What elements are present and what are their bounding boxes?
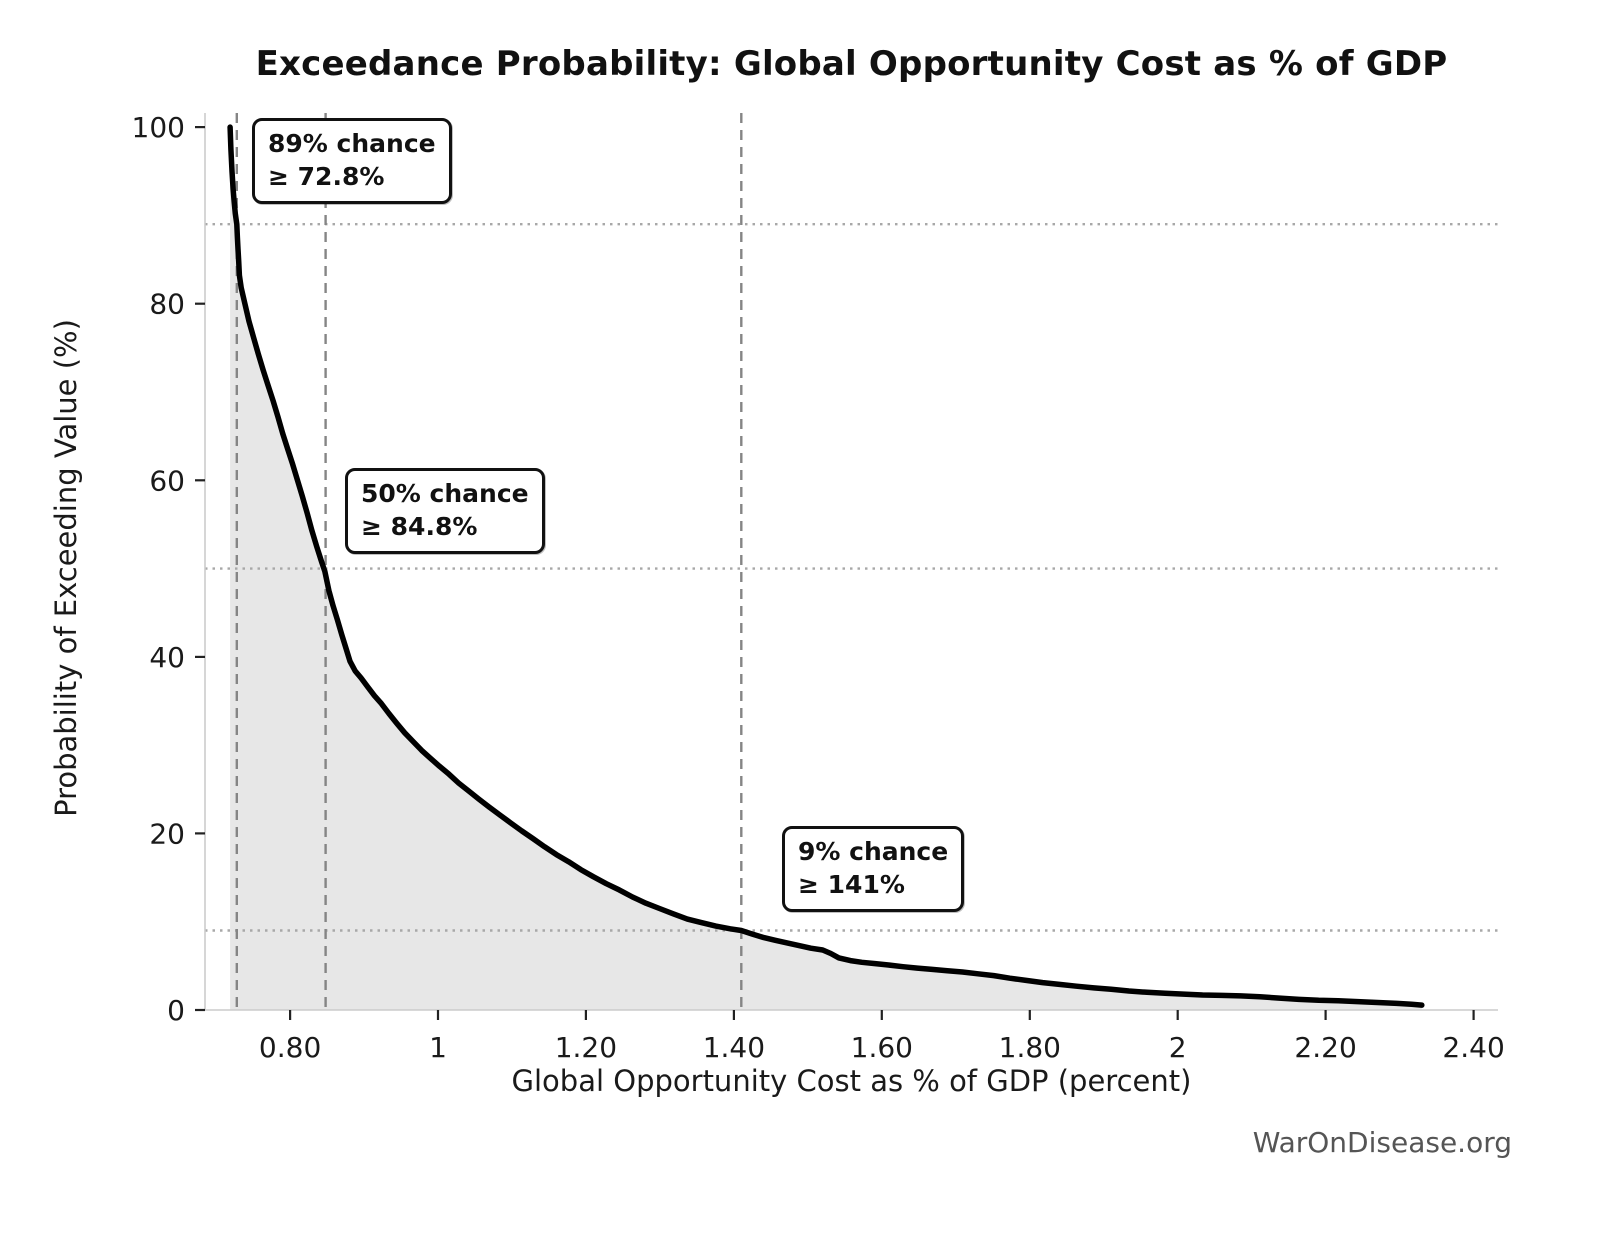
exceedance-curve (227, 124, 1425, 1008)
x-tick-label: 1.80 (999, 1031, 1061, 1064)
y-tick-label: 80 (149, 288, 185, 321)
x-tick-label: 2.40 (1442, 1031, 1504, 1064)
x-tick-label: 1.60 (851, 1031, 913, 1064)
annotation-line1: 89% chance (268, 129, 436, 158)
y-tick-label: 60 (149, 464, 185, 497)
x-tick-label: 2 (1169, 1031, 1187, 1064)
x-tick-label: 2.20 (1294, 1031, 1356, 1064)
x-tick-label: 0.80 (259, 1031, 321, 1064)
x-tick-label: 1 (429, 1031, 447, 1064)
annotation-line2: ≥ 84.8% (361, 512, 478, 541)
y-tick-label: 20 (149, 817, 185, 850)
annotation-89pct-chance: 89% chance ≥ 72.8% (252, 118, 452, 204)
x-tick-label: 1.40 (703, 1031, 765, 1064)
x-tick-label: 1.20 (555, 1031, 617, 1064)
area-fill (230, 127, 1422, 1011)
y-tick-label: 100 (132, 111, 185, 144)
y-tick-label: 40 (149, 641, 185, 674)
x-axis-label: Global Opportunity Cost as % of GDP (per… (511, 1064, 1192, 1098)
annotation-9pct-chance: 9% chance ≥ 141% (782, 826, 965, 912)
annotation-50pct-chance: 50% chance ≥ 84.8% (345, 468, 545, 554)
annotation-line2: ≥ 141% (798, 870, 905, 899)
watermark: WarOnDisease.org (1252, 1126, 1512, 1159)
annotation-line2: ≥ 72.8% (268, 162, 385, 191)
y-tick-label: 0 (167, 994, 185, 1027)
annotation-line1: 9% chance (798, 837, 949, 866)
annotation-line1: 50% chance (361, 479, 529, 508)
chart-title: Exceedance Probability: Global Opportuni… (255, 44, 1448, 84)
y-axis-label: Probability of Exceeding Value (%) (49, 319, 83, 817)
